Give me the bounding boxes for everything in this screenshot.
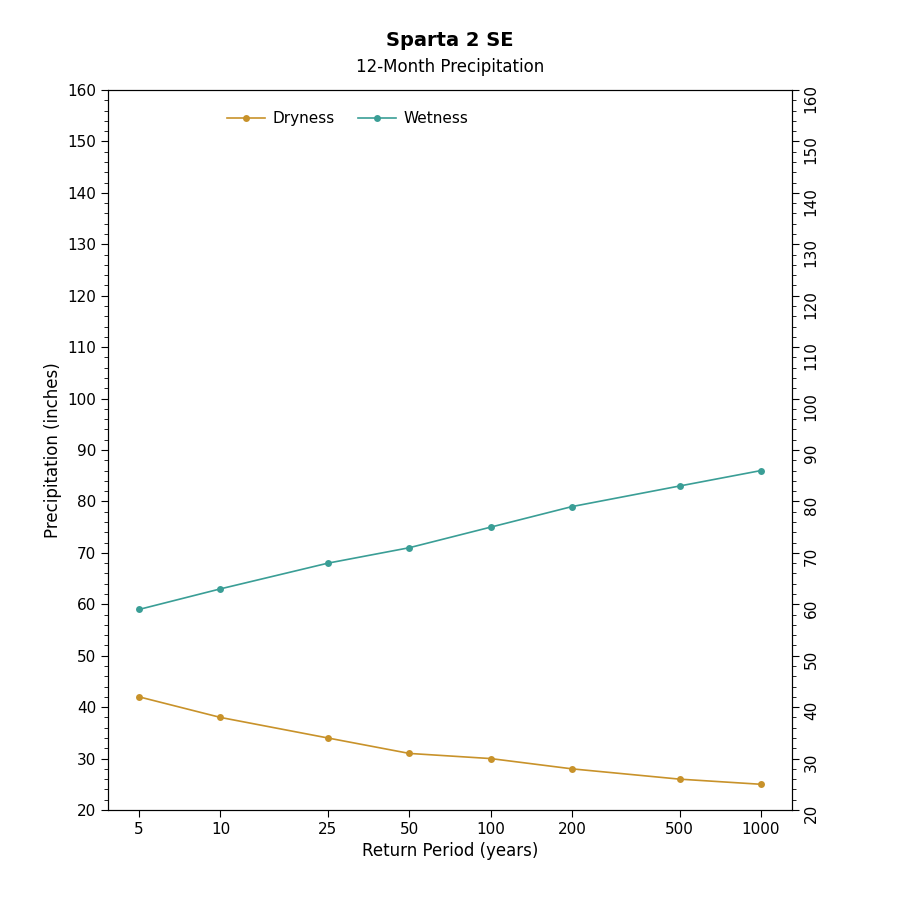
Wetness (322, 558, 333, 569)
Legend: Dryness, Wetness: Dryness, Wetness (220, 104, 474, 132)
Text: 12-Month Precipitation: 12-Month Precipitation (356, 58, 544, 76)
Line: Wetness: Wetness (136, 467, 764, 613)
Dryness (674, 774, 685, 785)
Wetness (755, 465, 766, 476)
Wetness (674, 481, 685, 491)
Wetness (134, 604, 145, 615)
Dryness (322, 733, 333, 743)
Dryness (755, 778, 766, 789)
Dryness (485, 753, 496, 764)
X-axis label: Return Period (years): Return Period (years) (362, 842, 538, 860)
Dryness (215, 712, 226, 723)
Y-axis label: Precipitation (inches): Precipitation (inches) (43, 362, 61, 538)
Wetness (404, 543, 415, 553)
Text: Sparta 2 SE: Sparta 2 SE (386, 32, 514, 50)
Line: Dryness: Dryness (136, 693, 764, 788)
Dryness (567, 763, 578, 774)
Dryness (134, 691, 145, 702)
Wetness (215, 583, 226, 594)
Wetness (567, 501, 578, 512)
Dryness (404, 748, 415, 759)
Wetness (485, 522, 496, 533)
